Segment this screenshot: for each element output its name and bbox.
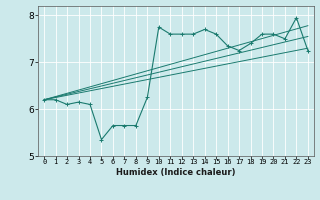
X-axis label: Humidex (Indice chaleur): Humidex (Indice chaleur) bbox=[116, 168, 236, 177]
